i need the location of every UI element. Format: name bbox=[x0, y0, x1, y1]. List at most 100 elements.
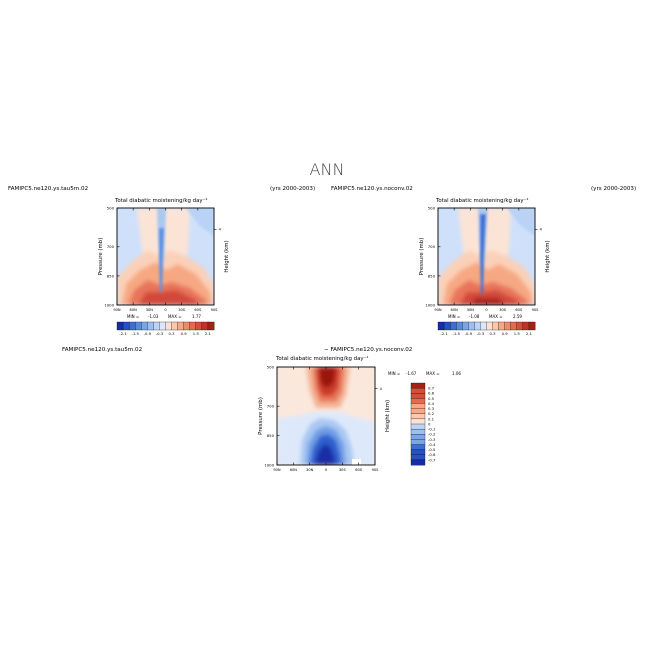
panel2-colorbar-label: -0.3 bbox=[477, 331, 485, 336]
panel3-colorbar-label: 0.5 bbox=[428, 396, 435, 401]
panel3-colorbar-swatch bbox=[410, 408, 426, 415]
panel2-colorbar-swatch bbox=[449, 321, 457, 331]
panel1-y-tick-label: 700 bbox=[107, 244, 115, 249]
panel2-ylabel: Pressure (mb) bbox=[419, 238, 425, 276]
panel2-colorbar-label: 0.3 bbox=[490, 331, 497, 336]
panel1-colorbar-swatch bbox=[195, 321, 203, 331]
panel3-colorbar-label: 0.3 bbox=[428, 406, 435, 411]
panel2-colorbar-swatch bbox=[468, 321, 475, 331]
panel1-min-value: -1.03 bbox=[148, 314, 159, 319]
panel3-y-tick-label: 1000 bbox=[264, 462, 274, 467]
panel2-field bbox=[438, 208, 535, 305]
panel3-colorbar-swatch bbox=[410, 403, 426, 409]
panel3-x-tick-label: 90S bbox=[372, 468, 380, 472]
panel1-colorbar-label: -2.1 bbox=[119, 331, 127, 336]
panel2-x-tick-label: 30N bbox=[467, 308, 475, 312]
panel2-colorbar-swatch bbox=[486, 321, 493, 331]
panel1-max-value: 1.77 bbox=[192, 314, 201, 319]
panel1-colorbar-swatch bbox=[201, 321, 209, 331]
panel3-colorbar-label: 0.6 bbox=[428, 391, 435, 396]
panel2-ylabel-right: Height (km) bbox=[545, 240, 551, 272]
panel3-colorbar-swatch bbox=[410, 449, 426, 456]
panel3-y-tick-label: 500 bbox=[267, 364, 275, 369]
panel1-x-tick-label: 0 bbox=[164, 308, 167, 312]
panel2-colorbar-swatch bbox=[492, 321, 499, 331]
panel1-ylabel: Pressure (mb) bbox=[98, 238, 104, 276]
panel1-y-tick-label: 1000 bbox=[104, 302, 114, 307]
panel2-colorbar-label: -0.9 bbox=[465, 331, 473, 336]
panel2-colorbar-label: -2.1 bbox=[440, 331, 448, 336]
panel3-title: Total diabatic moistening/kg day⁻¹ bbox=[276, 356, 369, 362]
panel1-x-tick-label: 30N bbox=[146, 308, 154, 312]
panel2-x-tick-label: 30S bbox=[499, 308, 507, 312]
panel3-y-tick-label: 850 bbox=[267, 433, 275, 438]
panel1-colorbar-swatch bbox=[189, 321, 197, 331]
panel2-y-tick-label: 700 bbox=[428, 244, 436, 249]
panel1-colorbar-label: 1.5 bbox=[193, 331, 200, 336]
panel2-x-tick-label: 90S bbox=[532, 308, 540, 312]
panel1-right-tick-label: 4 bbox=[219, 227, 222, 232]
panel2-colorbar-swatch bbox=[498, 321, 506, 331]
panel3-colorbar-swatch bbox=[410, 393, 426, 399]
panel1-y-tick-label: 500 bbox=[107, 205, 115, 210]
panel3-colorbar-swatch bbox=[410, 423, 426, 430]
panel3-colorbar-label: -0.6 bbox=[428, 452, 436, 457]
panel2-colorbar-label: 1.5 bbox=[514, 331, 521, 336]
panel3-colorbar-swatch bbox=[410, 418, 426, 425]
panel2-colorbar-label: 0.9 bbox=[502, 331, 509, 336]
panel2-colorbar-swatch bbox=[510, 321, 518, 331]
panel1-colorbar-swatch bbox=[147, 321, 154, 331]
panel2-case-label: FAMIPC5.ne120.ys.noconv.02 bbox=[331, 186, 413, 192]
panel3-x-tick-label: 30S bbox=[339, 468, 347, 472]
panel2-colorbar-swatch bbox=[528, 321, 536, 331]
panel1-colorbar-label: 2.1 bbox=[205, 331, 212, 336]
panel1-colorbar-swatch bbox=[207, 321, 215, 331]
panel3-colorbar-label: -0.3 bbox=[428, 437, 436, 442]
panel1-x-tick-label: 30S bbox=[178, 308, 186, 312]
panel1-colorbar-swatch bbox=[122, 321, 130, 331]
panel1-colorbar-label: 0.3 bbox=[169, 331, 176, 336]
panel3-colorbar-label: 0.7 bbox=[428, 386, 435, 391]
panel2-x-tick-label: 0 bbox=[485, 308, 488, 312]
panel3-right-tick-label: 4 bbox=[380, 386, 383, 391]
panel2-x-tick-label: 90N bbox=[434, 308, 442, 312]
panel1-colorbar-swatch bbox=[141, 321, 148, 331]
panel3-x-tick-label: 90N bbox=[273, 468, 281, 472]
panel3-diff-label: − FAMIPC5.ne120.ys.noconv.02 bbox=[324, 347, 413, 353]
panel1-x-tick-label: 60N bbox=[130, 308, 138, 312]
panel2-max-label: MAX = bbox=[489, 314, 503, 319]
panel1-case-label: FAMIPC5.ne120.ys.tau5m.02 bbox=[8, 186, 89, 192]
figure-title: ANN bbox=[309, 160, 345, 179]
panel1-x-tick-label: 90N bbox=[113, 308, 121, 312]
panel3-ylabel-right: Height (km) bbox=[385, 400, 391, 432]
panel2-colorbar-swatch bbox=[504, 321, 512, 331]
panel3-min-label: MIN = bbox=[388, 371, 401, 376]
panel2-x-tick-label: 60N bbox=[451, 308, 459, 312]
panel3-max-label: MAX = bbox=[426, 371, 440, 376]
panel1-colorbar-swatch bbox=[183, 321, 191, 331]
panel1-colorbar-label: -0.9 bbox=[144, 331, 152, 336]
panel1-colorbar-swatch bbox=[171, 321, 178, 331]
panel3-x-tick-label: 60N bbox=[290, 468, 298, 472]
panel1-title: Total diabatic moistening/kg day⁻¹ bbox=[115, 198, 208, 204]
panel2-colorbar-swatch bbox=[516, 321, 524, 331]
panel2-colorbar-swatch bbox=[456, 321, 463, 331]
panel1-colorbar-swatch bbox=[116, 321, 124, 331]
panel3-colorbar-label: 0.1 bbox=[428, 416, 435, 421]
panel1-colorbar-swatch bbox=[159, 321, 166, 331]
panel2-colorbar-label: 2.1 bbox=[526, 331, 533, 336]
panel1-max-label: MAX = bbox=[168, 314, 182, 319]
panel3-ylabel: Pressure (mb) bbox=[258, 397, 264, 435]
panel3-case-label: FAMIPC5.ne120.ys.tau5m.02 bbox=[62, 347, 143, 353]
panel3-field bbox=[277, 367, 375, 465]
panel3-min-value: -1.67 bbox=[406, 371, 417, 376]
panel2-colorbar-swatch bbox=[443, 321, 451, 331]
panel3-colorbar-swatch bbox=[410, 454, 426, 461]
panel2-colorbar-swatch bbox=[480, 321, 487, 331]
panel3-x-tick-label: 60S bbox=[355, 468, 363, 472]
panel1-colorbar-swatch bbox=[135, 321, 142, 331]
panel2-colorbar-swatch bbox=[474, 321, 481, 331]
panel3-x-tick-label: 0 bbox=[325, 468, 328, 472]
panel2-y-tick-label: 500 bbox=[428, 205, 436, 210]
